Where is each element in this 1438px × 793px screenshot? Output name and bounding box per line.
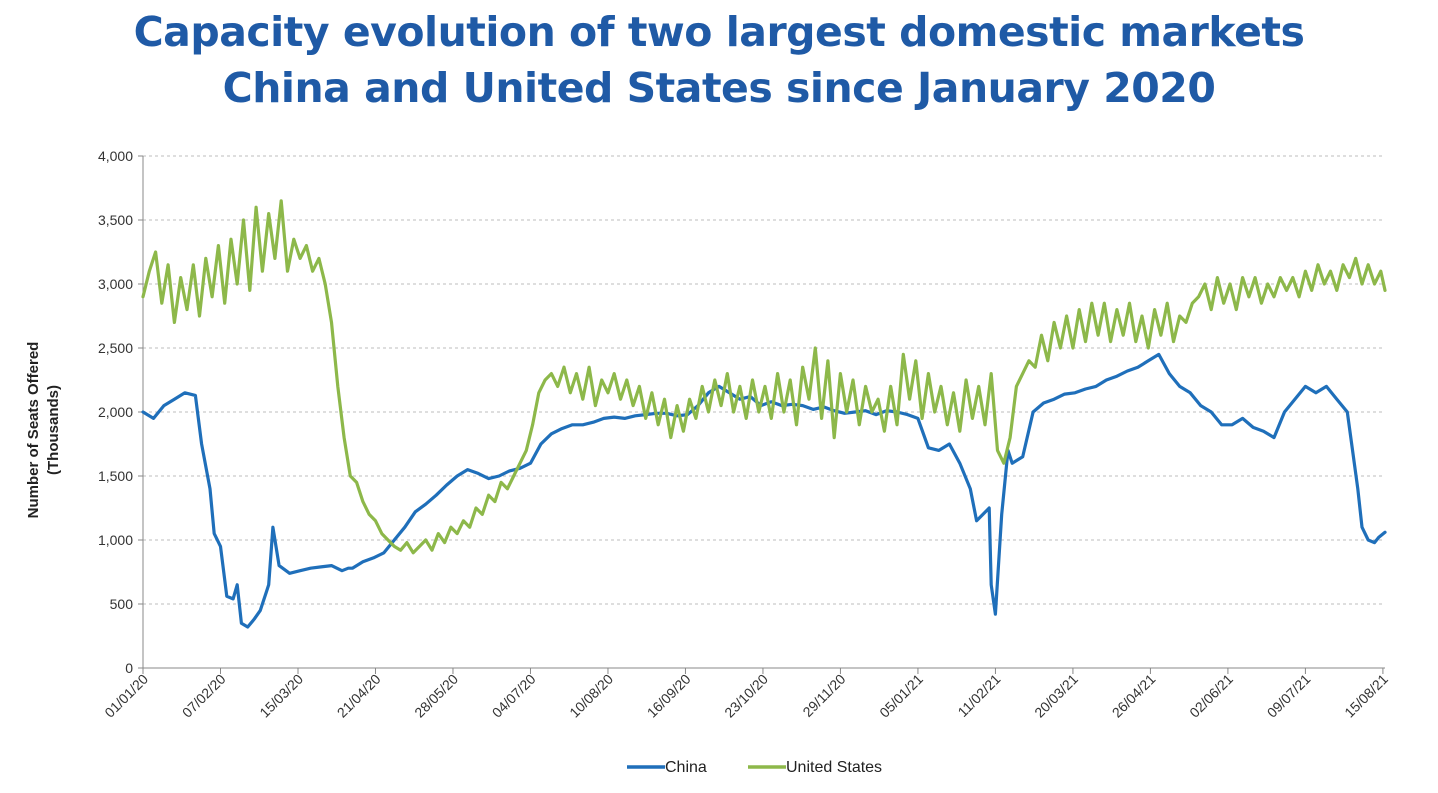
x-tick-label: 09/07/21 <box>1264 671 1314 721</box>
y-tick-label: 1,000 <box>98 532 133 548</box>
legend-united-states-label: United States <box>786 759 882 776</box>
y-tick-label: 1,500 <box>98 468 133 484</box>
x-tick-label: 28/05/20 <box>411 671 461 721</box>
gridlines <box>143 155 1385 605</box>
x-tick-label: 01/01/20 <box>101 671 151 721</box>
x-tick-label: 10/08/20 <box>566 671 616 721</box>
x-tick-label: 02/06/21 <box>1186 671 1236 721</box>
axes <box>138 155 1385 674</box>
y-tick-label: 4,000 <box>98 148 133 164</box>
x-tick-label: 15/08/21 <box>1341 671 1391 721</box>
x-tick-label: 04/07/20 <box>489 671 539 721</box>
x-tick-label: 07/02/20 <box>179 671 229 721</box>
y-tick-label: 3,500 <box>98 212 133 228</box>
x-tick-label: 29/11/20 <box>799 671 848 720</box>
x-tick-label: 20/03/21 <box>1031 671 1081 721</box>
x-tick-label: 11/02/21 <box>954 671 1003 720</box>
y-tick-label: 2,500 <box>98 340 133 356</box>
y-tick-label: 0 <box>125 660 133 676</box>
legend-china-label: China <box>665 759 707 776</box>
x-tick-label: 26/04/21 <box>1109 671 1159 721</box>
y-tick-labels: 0 500 1,000 1,500 2,000 2,500 3,000 3,500 4,000 <box>98 148 133 676</box>
y-tick-label: 500 <box>110 596 134 612</box>
y-axis-label-units: (Thousands) <box>45 385 62 475</box>
x-tick-label: 16/09/20 <box>644 671 694 721</box>
y-tick-label: 3,000 <box>98 276 133 292</box>
y-tick-label: 2,000 <box>98 404 133 420</box>
x-tick-label: 21/04/20 <box>334 671 384 721</box>
chart-subtitle: China and United States since January 20… <box>222 64 1216 112</box>
x-tick-label: 23/10/20 <box>721 671 771 721</box>
chart-title: Capacity evolution of two largest domest… <box>133 8 1305 56</box>
x-tick-label: 15/03/20 <box>256 671 306 721</box>
y-axis-label: Number of Seats Offered <box>25 342 42 519</box>
x-tick-labels: 01/01/20 07/02/20 15/03/20 21/04/20 28/05/20… <box>101 671 1391 721</box>
series-lines <box>141 199 1387 629</box>
x-tick-label: 05/01/21 <box>876 671 926 721</box>
y-axis-label-group: Number of Seats Offered (Thousands) <box>25 342 62 519</box>
series-line-united-states <box>141 199 1387 555</box>
legend: China United States <box>627 759 882 776</box>
